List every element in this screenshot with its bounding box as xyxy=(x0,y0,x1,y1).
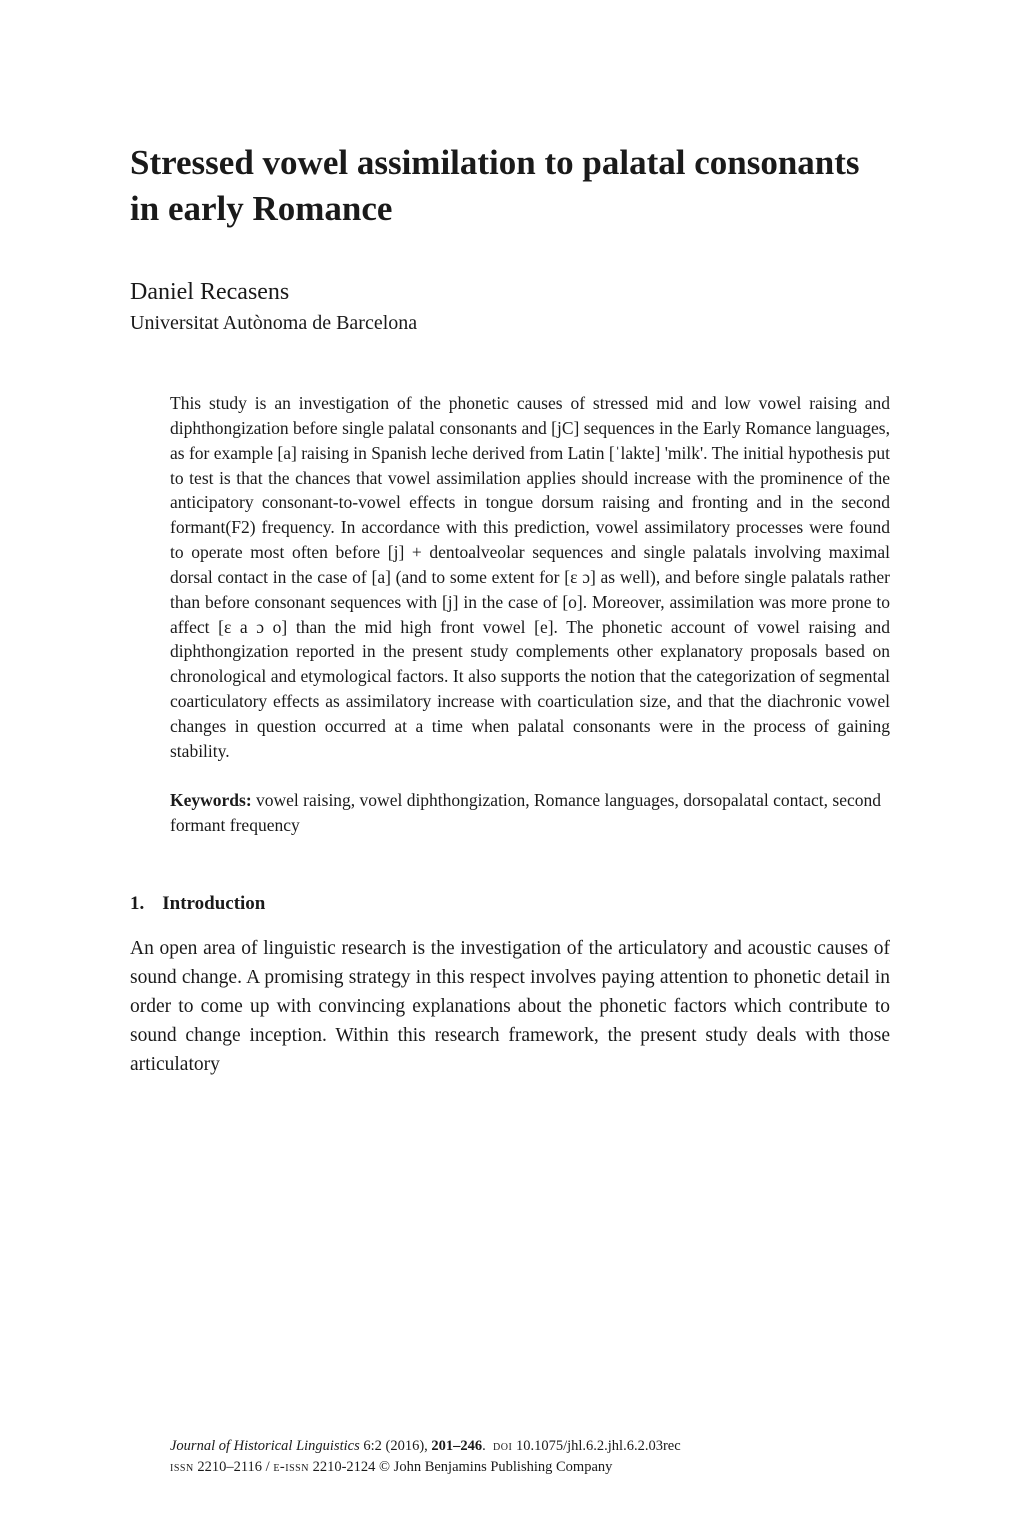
journal-name: Journal of Historical Linguistics xyxy=(170,1438,360,1454)
issn-value: 2210–2116 / xyxy=(197,1459,269,1475)
volume-issue: 6:2 (2016), xyxy=(363,1438,427,1454)
publisher: © John Benjamins Publishing Company xyxy=(379,1459,612,1475)
keywords-label: Keywords: xyxy=(170,790,252,810)
eissn-value: 2210-2124 xyxy=(313,1459,376,1475)
article-title: Stressed vowel assimilation to palatal c… xyxy=(130,140,890,231)
section-title: Introduction xyxy=(162,893,265,914)
body-paragraph: An open area of linguistic research is t… xyxy=(130,935,890,1079)
section-number: 1. xyxy=(130,893,144,914)
page-range: 201–246 xyxy=(431,1438,482,1454)
footer-line-1: Journal of Historical Linguistics 6:2 (2… xyxy=(170,1436,681,1457)
doi-label: doi xyxy=(493,1438,512,1454)
author-affiliation: Universitat Autònoma de Barcelona xyxy=(130,312,890,335)
page-footer: Journal of Historical Linguistics 6:2 (2… xyxy=(170,1436,681,1478)
abstract-text: This study is an investigation of the ph… xyxy=(170,391,890,764)
keywords-block: Keywords: vowel raising, vowel diphthong… xyxy=(170,788,890,838)
issn-label: issn xyxy=(170,1459,194,1475)
section-heading: 1. Introduction xyxy=(130,893,890,915)
eissn-label: e-issn xyxy=(273,1459,309,1475)
doi-value: 10.1075/jhl.6.2.jhl.6.2.03rec xyxy=(516,1438,681,1454)
author-name: Daniel Recasens xyxy=(130,279,890,306)
keywords-text: vowel raising, vowel diphthongization, R… xyxy=(170,790,881,835)
footer-line-2: issn 2210–2116 / e-issn 2210-2124 © John… xyxy=(170,1457,681,1478)
